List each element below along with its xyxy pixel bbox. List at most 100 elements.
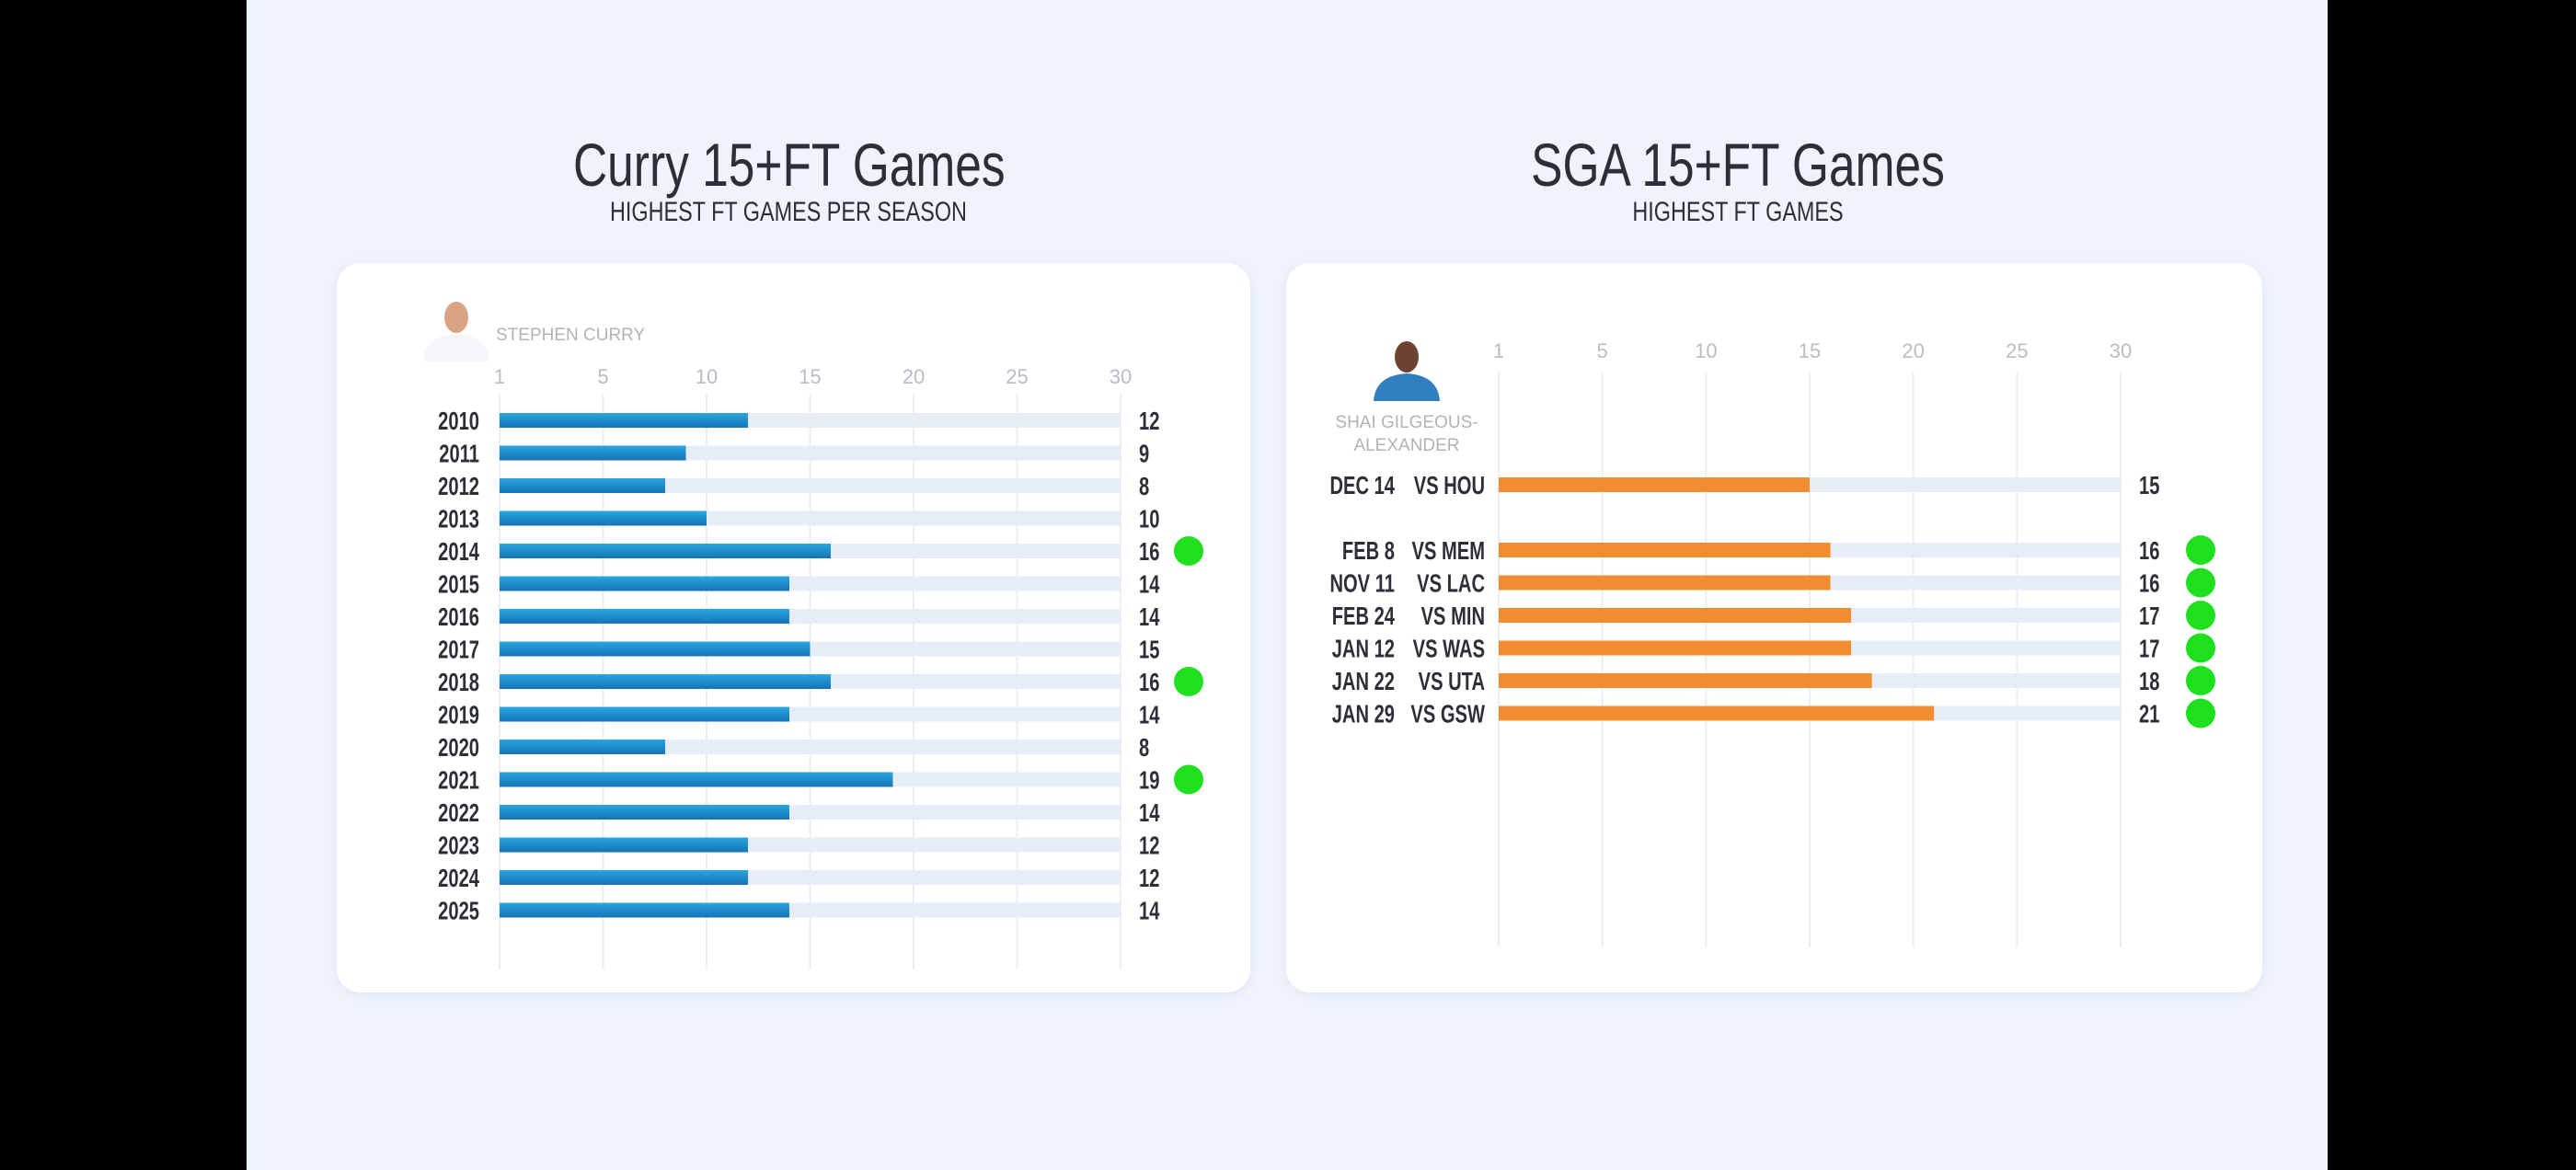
player-name-line2: ALEXANDER bbox=[1353, 436, 1459, 455]
value-label: 14 bbox=[1139, 897, 1160, 925]
bar bbox=[500, 576, 789, 591]
season-label: 2013 bbox=[438, 505, 479, 533]
x-tick-label: 5 bbox=[1597, 339, 1608, 362]
x-tick-label: 30 bbox=[2110, 339, 2132, 362]
player-name-line1: SHAI GILGEOUS- bbox=[1335, 413, 1478, 432]
x-tick-label: 20 bbox=[1902, 339, 1924, 362]
value-label: 16 bbox=[2139, 569, 2159, 598]
game-date-label: FEB 24 bbox=[1332, 602, 1396, 631]
season-label: 2021 bbox=[438, 766, 479, 795]
season-label: 2022 bbox=[438, 799, 479, 828]
sga-avatar-head bbox=[1395, 341, 1419, 373]
bar bbox=[500, 837, 748, 853]
value-label: 19 bbox=[1139, 766, 1159, 795]
value-label: 14 bbox=[1139, 701, 1160, 729]
highlight-dot bbox=[2186, 568, 2215, 598]
highlight-dot bbox=[2186, 698, 2215, 728]
x-tick-label: 15 bbox=[1799, 339, 1821, 362]
bar bbox=[500, 609, 789, 624]
highlight-dot bbox=[1174, 536, 1203, 566]
bar bbox=[500, 413, 748, 428]
bar bbox=[500, 478, 665, 493]
bar bbox=[500, 510, 707, 526]
season-label: 2020 bbox=[438, 734, 479, 763]
bar bbox=[500, 902, 789, 918]
opponent-label: VS GSW bbox=[1410, 700, 1485, 728]
opponent-label: VS MEM bbox=[1412, 537, 1485, 566]
value-label: 14 bbox=[1139, 570, 1160, 599]
bar bbox=[500, 805, 789, 820]
bar bbox=[1499, 608, 1852, 623]
value-label: 14 bbox=[1139, 799, 1160, 828]
game-date-label: DEC 14 bbox=[1329, 472, 1395, 500]
sga-chart-subtitle: HIGHEST FT GAMES bbox=[1632, 197, 1844, 227]
value-label: 10 bbox=[1139, 505, 1159, 533]
x-tick-label: 20 bbox=[903, 365, 925, 388]
season-label: 2019 bbox=[438, 701, 479, 729]
x-tick-label: 15 bbox=[799, 365, 821, 388]
bar bbox=[500, 706, 789, 722]
bar bbox=[500, 445, 686, 461]
game-date-label: JAN 29 bbox=[1332, 700, 1395, 728]
bar bbox=[1499, 705, 1935, 721]
season-label: 2015 bbox=[438, 570, 479, 599]
value-label: 12 bbox=[1139, 407, 1159, 436]
x-tick-label: 25 bbox=[2006, 339, 2028, 362]
bar bbox=[500, 772, 893, 787]
curry-chart-subtitle: HIGHEST FT GAMES PER SEASON bbox=[610, 197, 967, 227]
highlight-dot bbox=[1174, 764, 1203, 795]
value-label: 14 bbox=[1139, 603, 1160, 632]
game-date-label: JAN 12 bbox=[1332, 635, 1395, 663]
opponent-label: VS UTA bbox=[1419, 668, 1485, 696]
opponent-label: VS WAS bbox=[1413, 635, 1485, 663]
season-label: 2024 bbox=[438, 865, 479, 893]
value-label: 12 bbox=[1139, 865, 1159, 893]
bar bbox=[500, 740, 665, 754]
season-label: 2011 bbox=[439, 440, 479, 468]
value-label: 15 bbox=[2139, 472, 2159, 500]
value-label: 16 bbox=[1139, 669, 1159, 697]
x-tick-label: 5 bbox=[597, 365, 608, 388]
highlight-dot bbox=[2186, 666, 2215, 695]
x-tick-label: 25 bbox=[1006, 365, 1028, 388]
x-tick-label: 1 bbox=[494, 365, 505, 388]
value-label: 15 bbox=[1139, 636, 1159, 664]
x-tick-label: 10 bbox=[1695, 339, 1717, 362]
curry-avatar-head bbox=[444, 302, 468, 333]
value-label: 21 bbox=[2139, 700, 2159, 728]
bar bbox=[1499, 477, 1810, 492]
season-label: 2018 bbox=[438, 669, 479, 697]
x-tick-label: 1 bbox=[1493, 339, 1504, 362]
value-label: 16 bbox=[1139, 538, 1159, 567]
value-label: 17 bbox=[2139, 635, 2159, 663]
curry-chart-title: Curry 15+FT Games bbox=[573, 131, 1006, 199]
opponent-label: VS MIN bbox=[1421, 602, 1485, 631]
highlight-dot bbox=[2186, 601, 2215, 630]
x-tick-label: 30 bbox=[1110, 365, 1132, 388]
season-label: 2017 bbox=[438, 636, 479, 664]
bar bbox=[500, 641, 811, 657]
opponent-label: VS LAC bbox=[1417, 569, 1485, 598]
curry-avatar-jersey bbox=[423, 334, 489, 361]
season-label: 2014 bbox=[438, 538, 479, 567]
player-name: STEPHEN CURRY bbox=[496, 326, 646, 345]
bar bbox=[1499, 575, 1831, 591]
bar bbox=[500, 544, 831, 558]
season-label: 2023 bbox=[438, 832, 479, 860]
season-label: 2016 bbox=[438, 603, 479, 632]
season-label: 2010 bbox=[438, 407, 479, 436]
highlight-dot bbox=[1174, 667, 1203, 696]
value-label: 12 bbox=[1139, 832, 1159, 860]
bar bbox=[1499, 640, 1852, 656]
sga-chart-card bbox=[1286, 263, 2262, 992]
season-label: 2012 bbox=[438, 473, 479, 501]
value-label: 9 bbox=[1139, 440, 1149, 468]
bar bbox=[500, 674, 831, 689]
bar bbox=[500, 870, 748, 885]
value-label: 18 bbox=[2139, 668, 2159, 696]
highlight-dot bbox=[2186, 633, 2215, 663]
game-date-label: FEB 8 bbox=[1342, 537, 1395, 566]
bar bbox=[1499, 673, 1872, 688]
value-label: 17 bbox=[2139, 602, 2159, 631]
